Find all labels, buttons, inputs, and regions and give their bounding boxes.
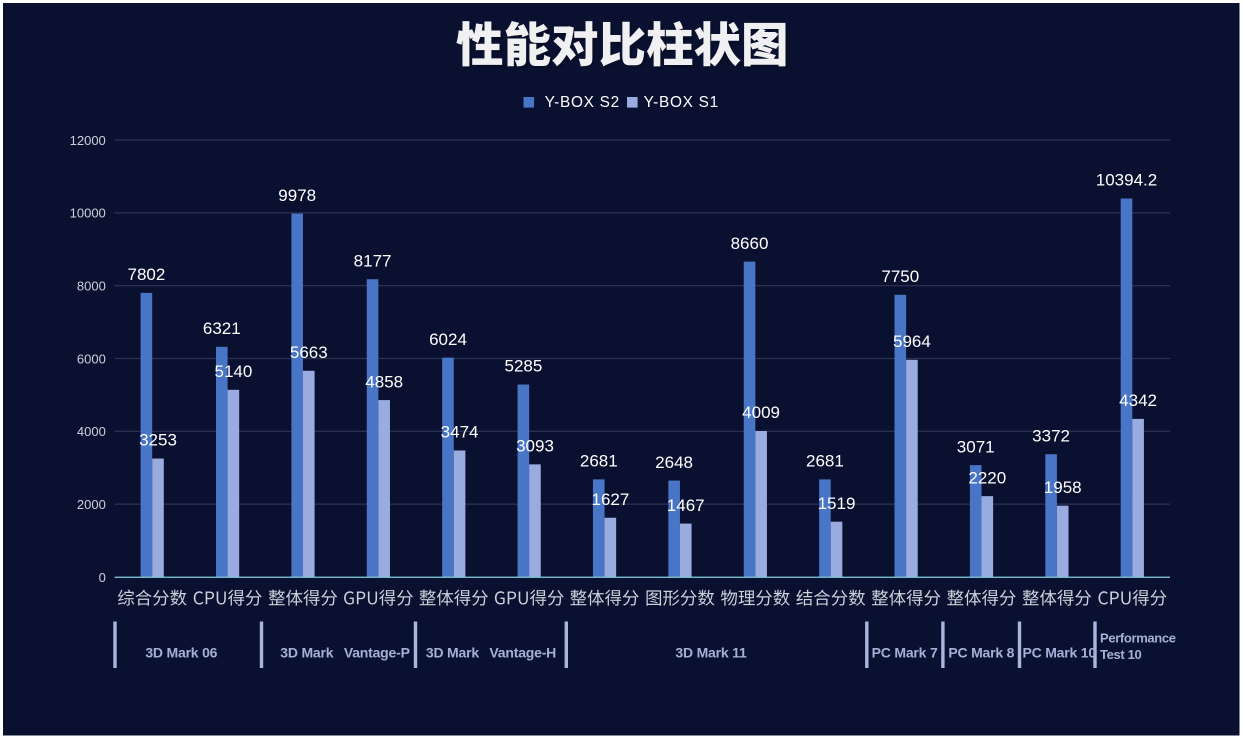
svg-text:1627: 1627: [591, 490, 629, 509]
svg-text:PC Mark 8: PC Mark 8: [948, 645, 1014, 661]
svg-text:8177: 8177: [354, 251, 392, 270]
svg-text:5140: 5140: [214, 362, 252, 381]
svg-text:4009: 4009: [742, 403, 780, 422]
svg-text:4858: 4858: [365, 372, 403, 391]
svg-text:2648: 2648: [655, 453, 693, 472]
svg-text:0: 0: [99, 570, 106, 585]
svg-text:6024: 6024: [429, 330, 467, 349]
svg-text:2681: 2681: [806, 452, 844, 471]
svg-text:PC Mark 10: PC Mark 10: [1022, 645, 1096, 661]
svg-text:3D Mark Vantage-P: 3D Mark Vantage-P: [280, 645, 409, 661]
svg-text:3372: 3372: [1032, 426, 1070, 445]
svg-text:PC Mark 7: PC Mark 7: [872, 645, 938, 661]
svg-text:2220: 2220: [968, 468, 1006, 487]
svg-text:Performance: Performance: [1100, 630, 1176, 645]
svg-text:Y-BOX S2: Y-BOX S2: [545, 94, 620, 111]
svg-text:3071: 3071: [957, 437, 995, 456]
svg-text:5285: 5285: [504, 357, 542, 376]
svg-text:Y-BOX S1: Y-BOX S1: [644, 94, 719, 111]
svg-text:5663: 5663: [290, 343, 328, 362]
svg-text:2000: 2000: [77, 497, 106, 512]
svg-text:1958: 1958: [1044, 478, 1082, 497]
svg-text:6000: 6000: [77, 351, 106, 366]
svg-text:4000: 4000: [77, 424, 106, 439]
svg-text:3D Mark 06: 3D Mark 06: [145, 645, 217, 661]
svg-text:3253: 3253: [139, 431, 177, 450]
svg-text:5964: 5964: [893, 332, 931, 351]
svg-text:6321: 6321: [203, 319, 241, 338]
svg-text:Test 10: Test 10: [1100, 647, 1142, 662]
svg-text:9978: 9978: [278, 186, 316, 205]
svg-text:8660: 8660: [731, 234, 769, 253]
svg-text:3D Mark Vantage-H: 3D Mark Vantage-H: [426, 645, 556, 661]
svg-text:3D Mark 11: 3D Mark 11: [675, 645, 747, 661]
svg-text:3474: 3474: [441, 423, 479, 442]
svg-text:8000: 8000: [77, 279, 106, 294]
svg-text:1519: 1519: [818, 494, 856, 513]
svg-text:10000: 10000: [70, 206, 106, 221]
svg-text:3093: 3093: [516, 437, 554, 456]
svg-text:12000: 12000: [70, 133, 106, 148]
svg-text:4342: 4342: [1119, 391, 1157, 410]
svg-text:2681: 2681: [580, 452, 618, 471]
svg-text:10394.2: 10394.2: [1096, 171, 1157, 190]
svg-text:7802: 7802: [127, 265, 165, 284]
svg-text:7750: 7750: [881, 267, 919, 286]
svg-text:1467: 1467: [667, 496, 705, 515]
